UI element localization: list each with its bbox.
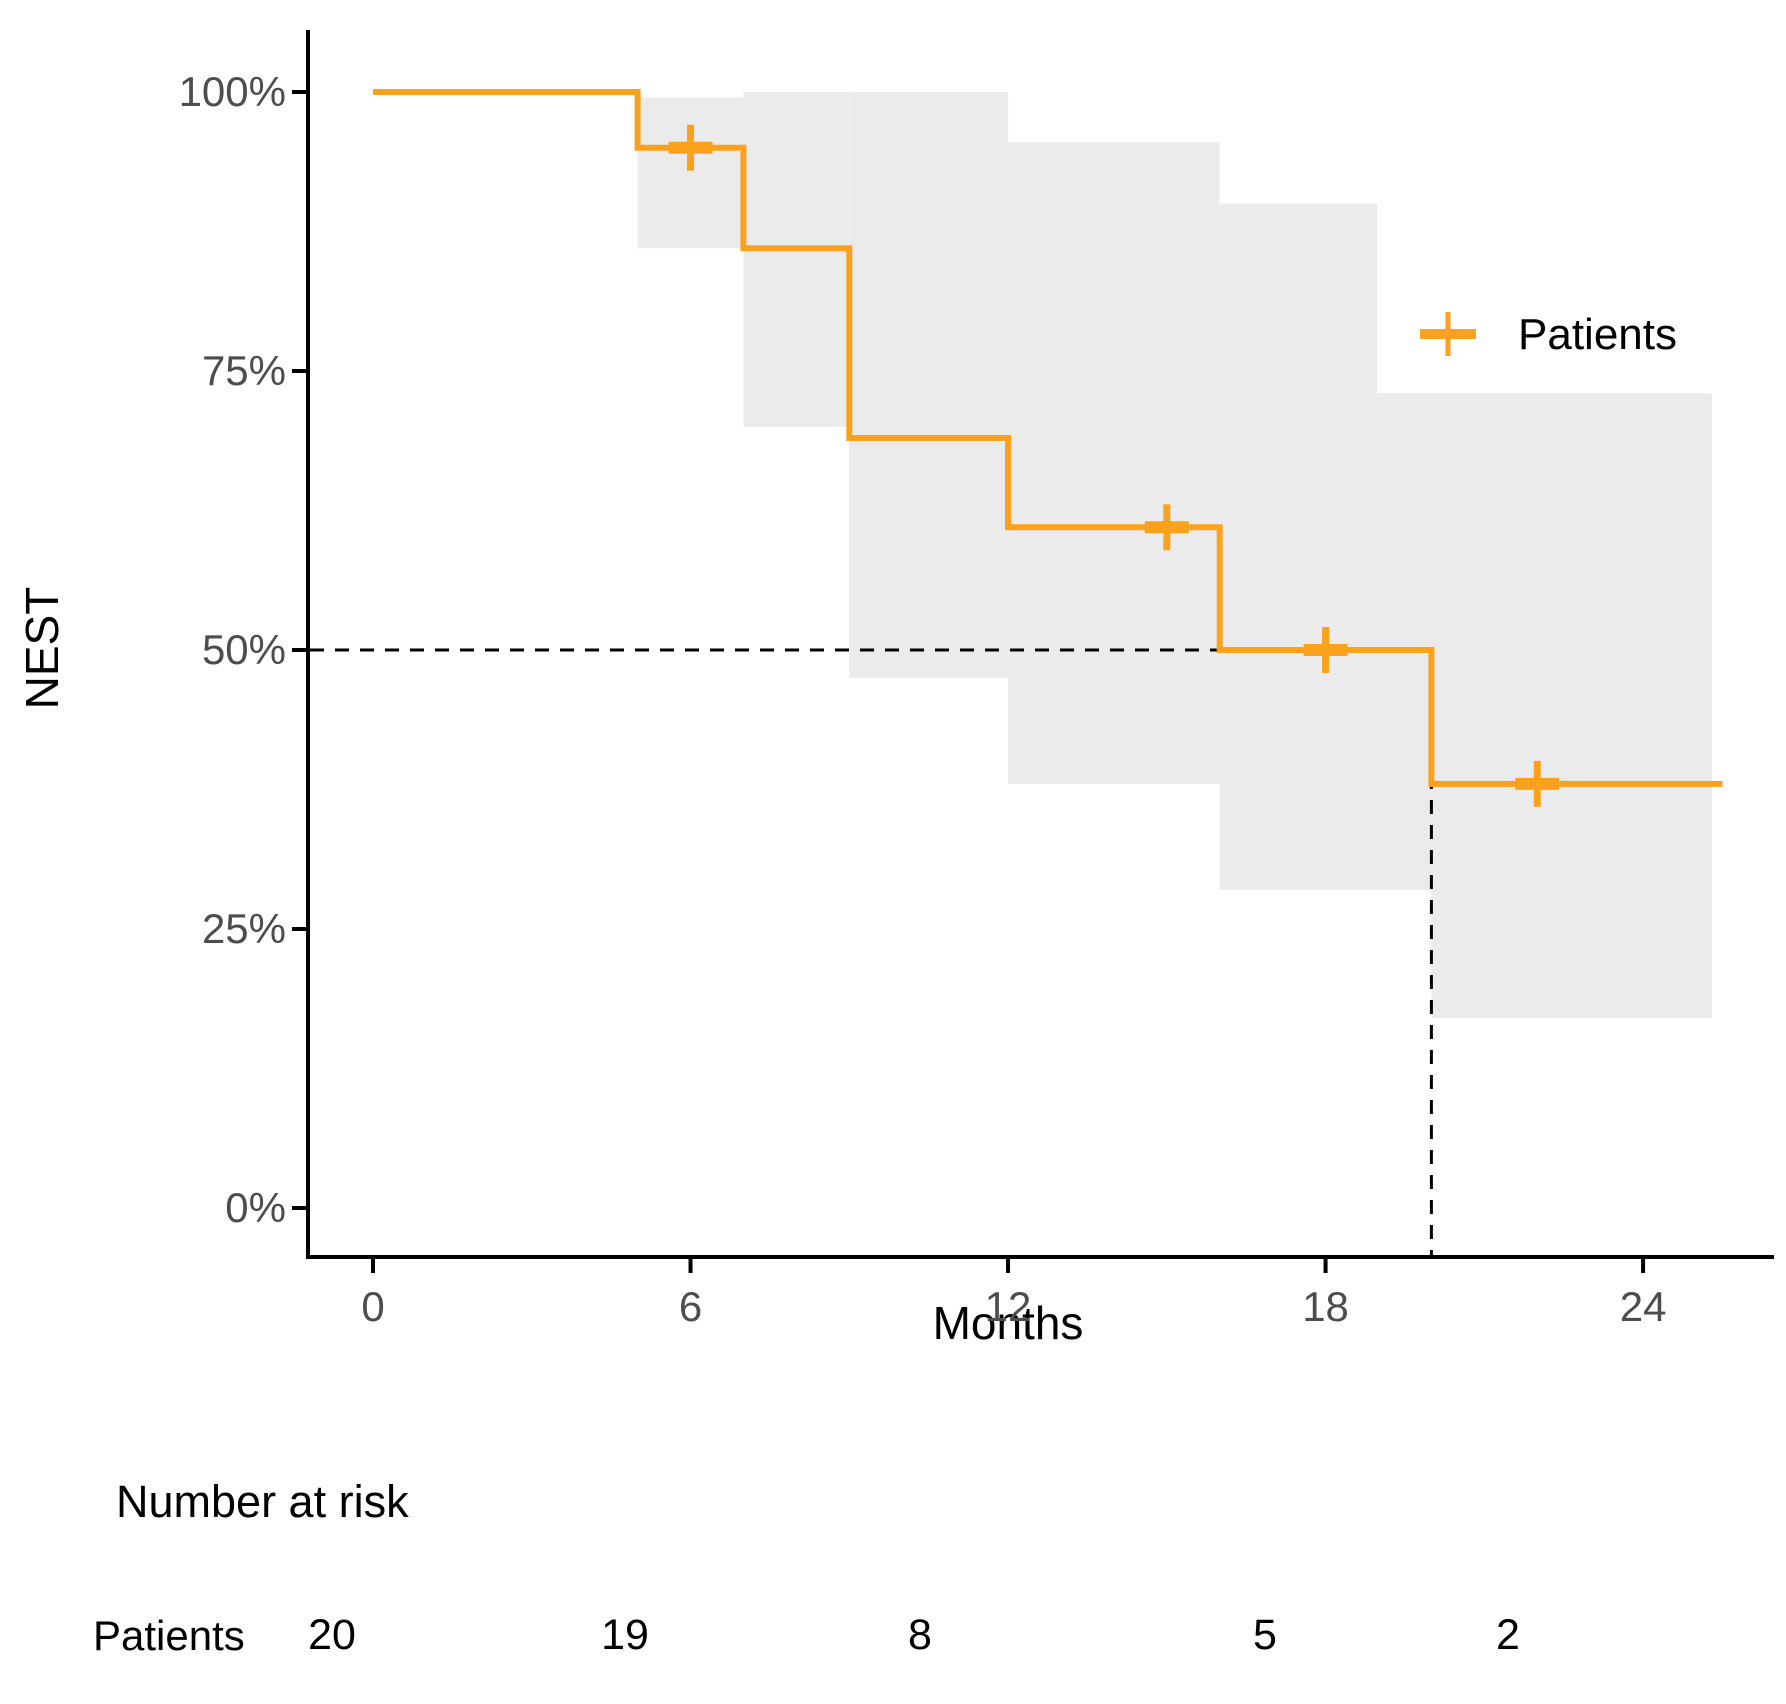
y-tick-label: 75% (201, 347, 286, 394)
risk-count: 8 (908, 1611, 932, 1659)
y-axis-spine (306, 30, 310, 1259)
risk-count: 20 (308, 1611, 356, 1659)
x-tick-mark (688, 1259, 693, 1273)
x-tick-mark (1641, 1259, 1646, 1273)
legend-label: Patients (1518, 310, 1677, 359)
y-tick-mark (292, 927, 306, 931)
y-tick-mark (292, 369, 306, 373)
legend-background (1377, 202, 1786, 393)
x-tick-label: 12 (984, 1283, 1032, 1330)
risk-count: 2 (1496, 1611, 1520, 1659)
y-tick-label: 25% (201, 905, 286, 952)
confidence-band-segment (1008, 142, 1220, 784)
y-tick-mark (292, 1206, 306, 1210)
risk-row-label: Patients (93, 1612, 245, 1659)
x-tick-mark (1006, 1259, 1011, 1273)
x-tick-mark (1323, 1259, 1328, 1273)
y-tick-label: 0% (225, 1184, 286, 1231)
x-tick-label: 24 (1619, 1283, 1667, 1330)
confidence-band-segment (743, 92, 850, 427)
risk-count: 19 (601, 1611, 649, 1659)
y-tick-label: 50% (201, 626, 286, 673)
risk-table-title: Number at risk (116, 1476, 409, 1527)
y-axis-title: NEST (16, 586, 68, 710)
confidence-band-segment (637, 97, 744, 249)
survival-step-curve (373, 89, 1723, 787)
y-tick-mark (292, 90, 306, 94)
confidence-band-segment (849, 92, 1009, 678)
confidence-band-segment (1431, 393, 1712, 1019)
y-tick-mark (292, 648, 306, 652)
x-tick-mark (371, 1259, 375, 1273)
risk-count: 5 (1253, 1611, 1277, 1659)
x-tick-label: 18 (1302, 1283, 1349, 1330)
y-tick-label: 100% (178, 68, 286, 115)
x-axis-spine (306, 1255, 1774, 1259)
x-tick-label: 6 (678, 1283, 703, 1330)
x-tick-label: 0 (361, 1283, 385, 1330)
x-axis-title: Months (932, 1297, 1084, 1349)
